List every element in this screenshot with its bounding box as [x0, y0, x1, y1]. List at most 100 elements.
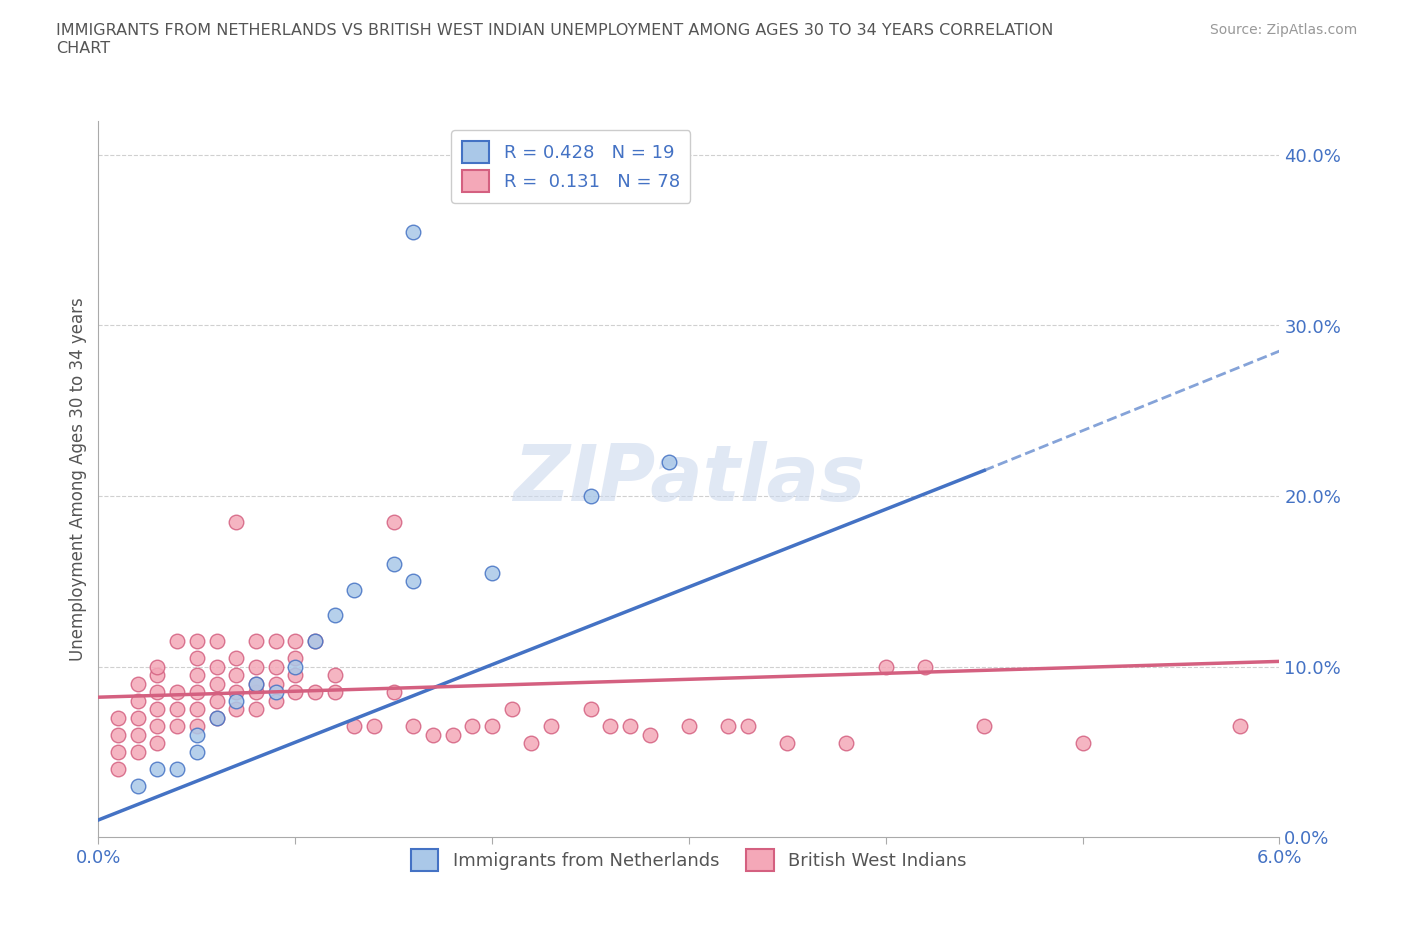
Point — [481, 719, 503, 734]
Point — [186, 719, 208, 734]
Point — [1229, 719, 1251, 734]
Point — [382, 557, 405, 572]
Point — [245, 676, 267, 691]
Point — [264, 693, 287, 708]
Point — [284, 633, 307, 648]
Point — [205, 711, 228, 725]
Point — [284, 651, 307, 666]
Point — [205, 659, 228, 674]
Point — [579, 488, 602, 503]
Point — [323, 684, 346, 699]
Point — [914, 659, 936, 674]
Point — [186, 668, 208, 683]
Point — [245, 702, 267, 717]
Point — [343, 719, 366, 734]
Point — [186, 744, 208, 759]
Point — [540, 719, 562, 734]
Point — [107, 727, 129, 742]
Point — [107, 711, 129, 725]
Point — [481, 565, 503, 580]
Legend: Immigrants from Netherlands, British West Indians: Immigrants from Netherlands, British Wes… — [404, 842, 974, 878]
Point — [146, 736, 169, 751]
Point — [638, 727, 661, 742]
Text: ZIPatlas: ZIPatlas — [513, 441, 865, 517]
Point — [166, 762, 188, 777]
Point — [382, 514, 405, 529]
Point — [205, 711, 228, 725]
Point — [304, 684, 326, 699]
Point — [225, 684, 247, 699]
Point — [186, 633, 208, 648]
Point — [304, 633, 326, 648]
Point — [166, 719, 188, 734]
Point — [1071, 736, 1094, 751]
Point — [875, 659, 897, 674]
Point — [245, 633, 267, 648]
Point — [127, 778, 149, 793]
Point — [402, 719, 425, 734]
Point — [520, 736, 543, 751]
Point — [107, 762, 129, 777]
Point — [619, 719, 641, 734]
Point — [205, 676, 228, 691]
Text: Source: ZipAtlas.com: Source: ZipAtlas.com — [1209, 23, 1357, 37]
Point — [382, 684, 405, 699]
Point — [323, 608, 346, 623]
Point — [127, 711, 149, 725]
Point — [737, 719, 759, 734]
Point — [146, 702, 169, 717]
Point — [284, 668, 307, 683]
Point — [264, 633, 287, 648]
Point — [186, 684, 208, 699]
Point — [658, 455, 681, 470]
Point — [166, 633, 188, 648]
Y-axis label: Unemployment Among Ages 30 to 34 years: Unemployment Among Ages 30 to 34 years — [69, 297, 87, 661]
Point — [107, 744, 129, 759]
Point — [264, 676, 287, 691]
Point — [245, 659, 267, 674]
Point — [127, 693, 149, 708]
Point — [146, 719, 169, 734]
Point — [441, 727, 464, 742]
Point — [284, 684, 307, 699]
Point — [166, 684, 188, 699]
Point — [343, 582, 366, 597]
Point — [402, 574, 425, 589]
Point — [835, 736, 858, 751]
Point — [245, 684, 267, 699]
Point — [186, 702, 208, 717]
Point — [264, 684, 287, 699]
Point — [186, 727, 208, 742]
Point — [205, 693, 228, 708]
Point — [402, 224, 425, 239]
Point — [284, 659, 307, 674]
Point — [166, 702, 188, 717]
Point — [127, 744, 149, 759]
Point — [501, 702, 523, 717]
Point — [127, 727, 149, 742]
Point — [146, 684, 169, 699]
Point — [205, 633, 228, 648]
Point — [146, 659, 169, 674]
Point — [599, 719, 621, 734]
Point — [363, 719, 385, 734]
Point — [225, 514, 247, 529]
Point — [973, 719, 995, 734]
Point — [225, 693, 247, 708]
Text: IMMIGRANTS FROM NETHERLANDS VS BRITISH WEST INDIAN UNEMPLOYMENT AMONG AGES 30 TO: IMMIGRANTS FROM NETHERLANDS VS BRITISH W… — [56, 23, 1053, 56]
Point — [776, 736, 799, 751]
Point — [146, 762, 169, 777]
Point — [717, 719, 740, 734]
Point — [245, 676, 267, 691]
Point — [422, 727, 444, 742]
Point — [225, 668, 247, 683]
Point — [323, 668, 346, 683]
Point — [186, 651, 208, 666]
Point — [304, 633, 326, 648]
Point — [461, 719, 484, 734]
Point — [225, 702, 247, 717]
Point — [579, 702, 602, 717]
Point — [225, 651, 247, 666]
Point — [264, 659, 287, 674]
Point — [127, 676, 149, 691]
